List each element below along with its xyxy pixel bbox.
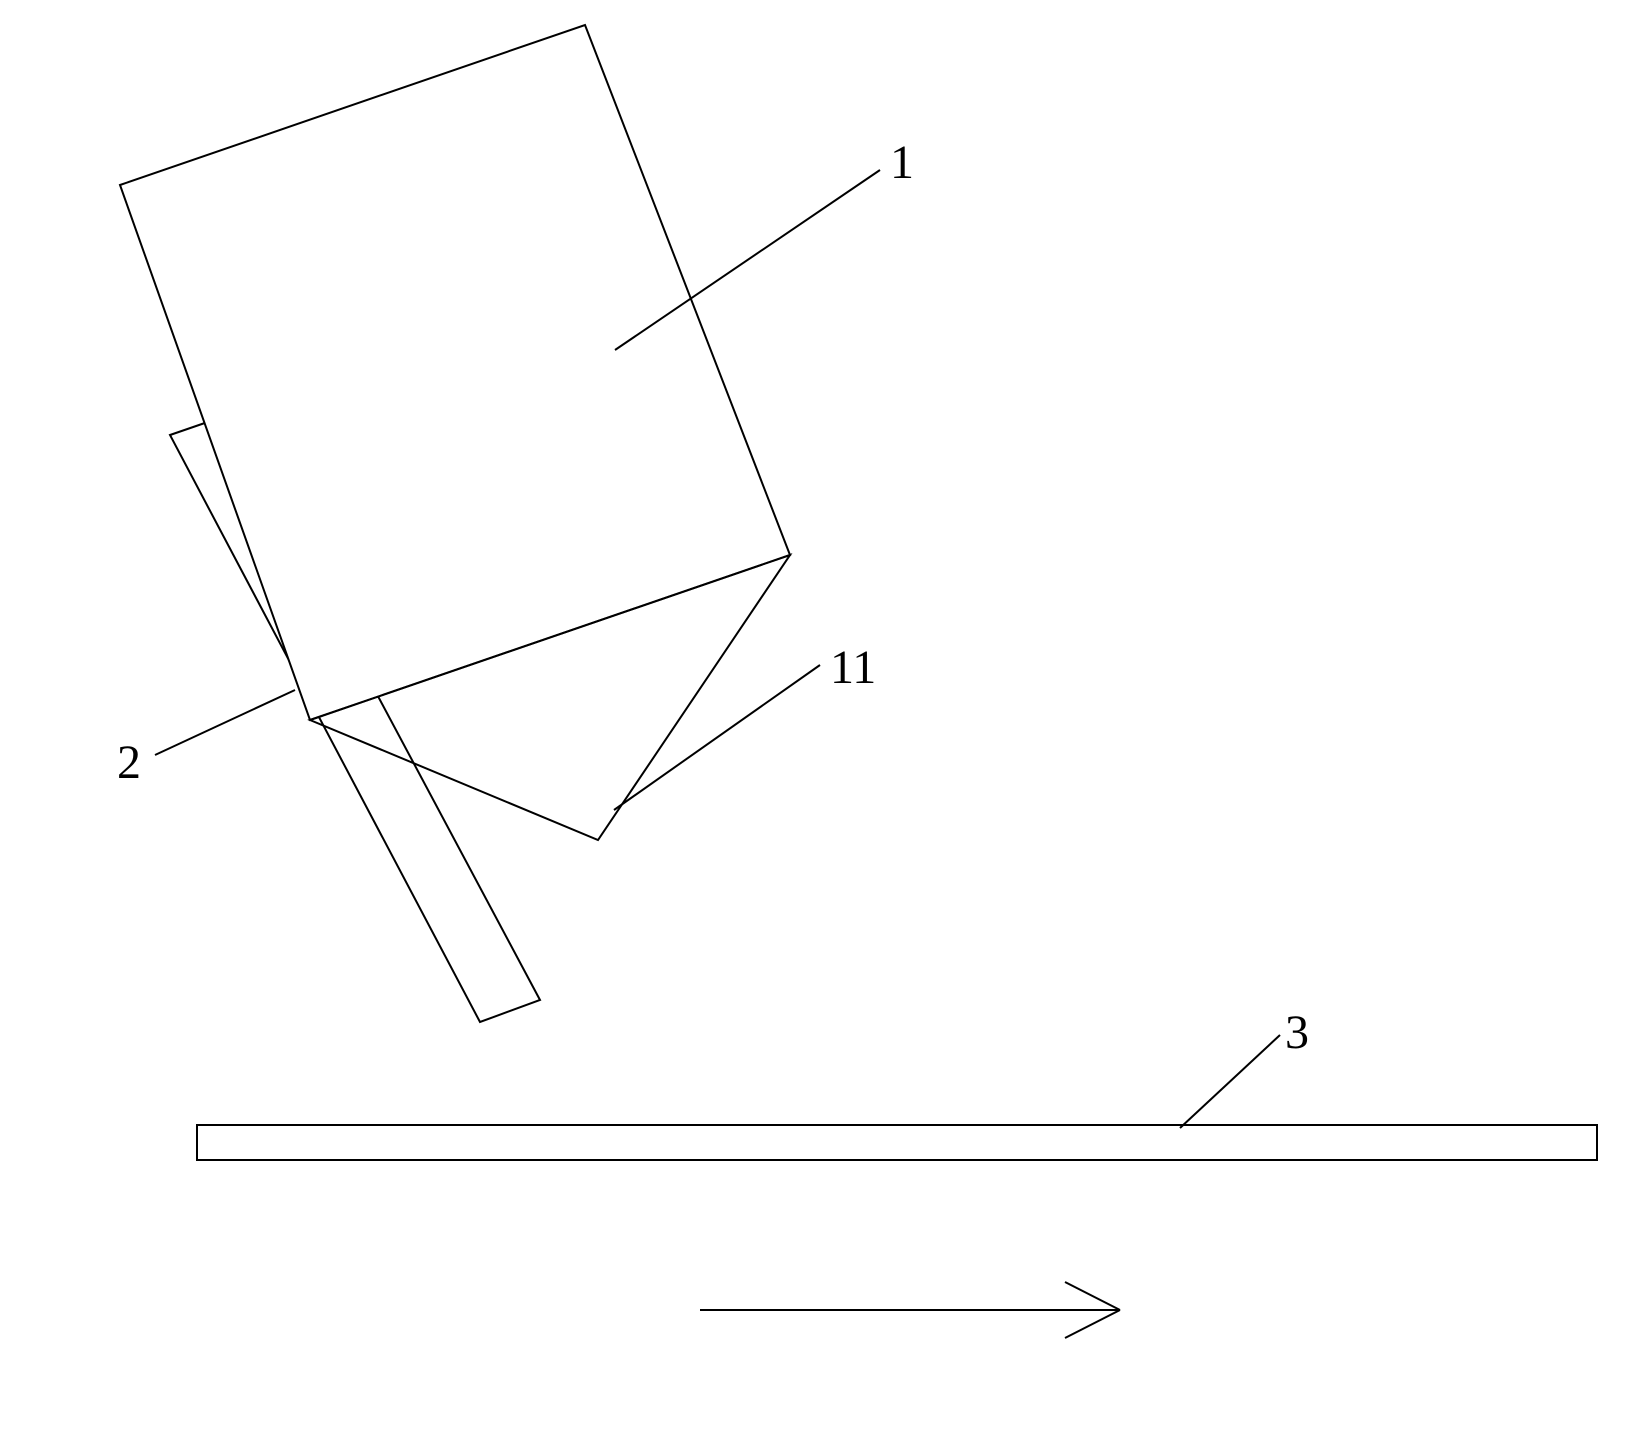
callout-label-1: 1 — [890, 135, 914, 190]
diagram-canvas: 1 11 2 3 — [0, 0, 1652, 1447]
diagram-svg — [0, 0, 1652, 1447]
callout-label-11: 11 — [830, 640, 876, 695]
callout-label-3: 3 — [1285, 1005, 1309, 1060]
callout-label-2: 2 — [117, 735, 141, 790]
